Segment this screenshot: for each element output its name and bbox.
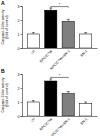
x-tick: LH [30, 48, 36, 55]
panel: BCaspase-3-like activity(fold of control… [1, 68, 98, 136]
error-bar [49, 79, 52, 81]
x-tick: SN-1 [80, 116, 89, 126]
error-bar [32, 33, 35, 34]
x-axis-line [23, 48, 98, 49]
error-cap [84, 32, 87, 33]
panel-title: A [1, 0, 5, 6]
y-tick-mark [21, 20, 23, 21]
bar [62, 94, 74, 116]
error-stem [68, 19, 69, 21]
y-tick: 2 [18, 19, 22, 23]
x-axis-line [23, 116, 98, 117]
bar [27, 102, 39, 116]
error-stem [68, 92, 69, 94]
y-tick: 1 [18, 33, 22, 37]
y-tick-label: 3 [18, 73, 20, 77]
figure: ACaspase-3-like activity(fold of control… [0, 0, 100, 136]
error-cap [32, 100, 35, 101]
y-axis: 0 1 2 3 [18, 73, 23, 119]
y-tick: 2 [18, 87, 22, 91]
y-tick-mark [21, 34, 23, 35]
y-axis-line [21, 75, 23, 117]
x-tick-label: LH [30, 117, 36, 123]
bar [45, 10, 57, 48]
y-tick: 0 [18, 47, 22, 51]
error-cap [67, 19, 70, 20]
error-bar [49, 8, 52, 10]
y-tick-mark [21, 6, 23, 7]
error-stem [33, 101, 34, 102]
error-cap [67, 91, 70, 92]
y-tick: 3 [18, 73, 22, 77]
error-bar [67, 92, 70, 94]
y-tick-mark [21, 48, 23, 49]
annotation: * [59, 73, 61, 78]
plot-area [27, 79, 92, 116]
error-stem [50, 79, 51, 81]
y-axis-title: (fold of control) [5, 15, 9, 38]
bar [45, 81, 57, 116]
error-bar [32, 101, 35, 102]
annotation: * [59, 2, 61, 7]
bar [80, 34, 92, 48]
panel-title: B [1, 68, 5, 74]
error-stem [33, 33, 34, 34]
y-axis: 0 1 2 3 [18, 5, 23, 51]
x-tick: NPC/CTW [39, 116, 54, 132]
y-tick: 1 [18, 101, 22, 105]
y-tick-label: 2 [18, 87, 20, 91]
y-tick-label: 1 [18, 33, 20, 37]
x-tick-label: LH [30, 49, 36, 55]
x-tick-label: SN-1 [80, 49, 89, 58]
y-tick-label: 1 [18, 101, 20, 105]
y-tick-mark [21, 102, 23, 103]
error-cap [49, 78, 52, 79]
x-axis: LHNPC/CTWNPC/CTW+SN-1 SN-1 [23, 116, 98, 136]
error-stem [85, 102, 86, 103]
x-axis: LHNPC/CTWNPC/CTW+SN-1 SN-1 [23, 48, 98, 71]
error-cap [32, 32, 35, 33]
x-tick: NPC/CTW [39, 48, 54, 64]
bar [62, 21, 74, 48]
error-stem [85, 33, 86, 34]
x-tick: LH [30, 116, 36, 123]
panel: ACaspase-3-like activity(fold of control… [1, 0, 98, 71]
y-tick-mark [21, 116, 23, 117]
x-tick-label: NPC/CTW+SN-1 [49, 117, 70, 136]
error-bar [84, 102, 87, 103]
x-tick: NPC/CTW+SN-1 [49, 116, 70, 136]
x-tick-label: SN-1 [80, 117, 89, 126]
y-tick-label: 2 [18, 19, 20, 23]
y-tick-mark [21, 74, 23, 75]
y-tick-mark [21, 88, 23, 89]
y-axis-line [21, 7, 23, 49]
y-tick-label: 3 [18, 5, 20, 9]
error-stem [50, 8, 51, 10]
x-tick-label: NPC/CTW [39, 49, 54, 64]
y-axis-title: (fold of control) [5, 83, 9, 106]
y-tick: 3 [18, 5, 22, 9]
error-cap [49, 8, 52, 9]
bar [80, 103, 92, 116]
plot-area [27, 8, 92, 48]
x-tick-label: NPC/CTW+SN-1 [49, 49, 70, 70]
y-tick: 0 [18, 115, 22, 119]
error-cap [84, 102, 87, 103]
y-tick-label: 0 [18, 47, 20, 51]
x-tick: NPC/CTW+SN-1 [49, 48, 70, 71]
x-tick: SN-1 [80, 48, 89, 58]
bar [27, 34, 39, 48]
error-bar [67, 19, 70, 21]
error-bar [84, 33, 87, 34]
x-tick-label: NPC/CTW [39, 117, 54, 132]
y-tick-label: 0 [18, 115, 20, 119]
